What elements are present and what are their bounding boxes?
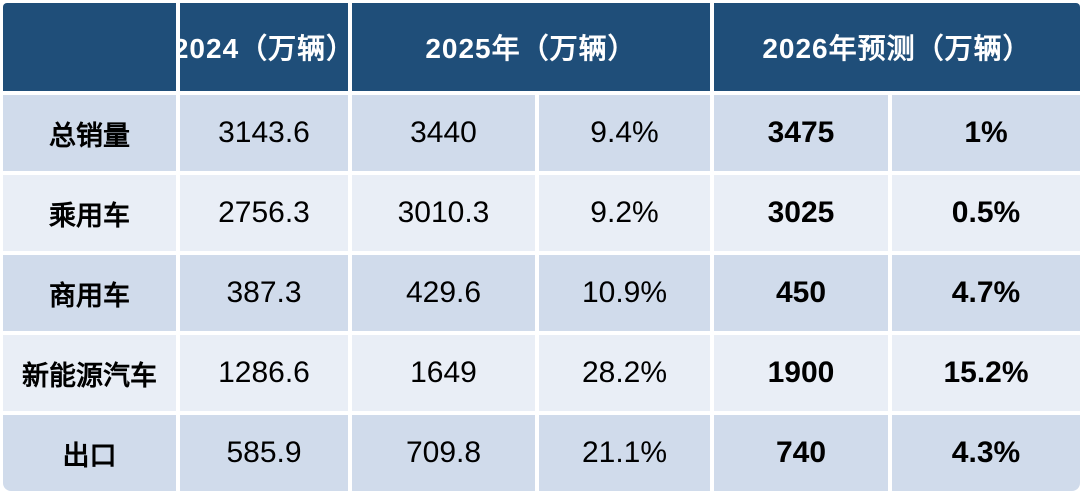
cell-nev-2025-growth: 28.2% bbox=[539, 335, 710, 411]
cell-passenger-2025-growth: 9.2% bbox=[539, 175, 710, 251]
cell-exports-2024: 585.9 bbox=[180, 415, 348, 491]
cell-commercial-2026-growth: 4.7% bbox=[892, 255, 1080, 331]
header-corner-cell bbox=[3, 3, 176, 91]
header-2026-forecast: 2026年预测（万辆） bbox=[714, 3, 1080, 91]
cell-passenger-2025-value: 3010.3 bbox=[352, 175, 535, 251]
cell-nev-2025-value: 1649 bbox=[352, 335, 535, 411]
cell-total-2024: 3143.6 bbox=[180, 95, 348, 171]
cell-nev-2026-value: 1900 bbox=[714, 335, 888, 411]
row-label-total-sales: 总销量 bbox=[3, 95, 176, 171]
cell-commercial-2024: 387.3 bbox=[180, 255, 348, 331]
header-2025: 2025年（万辆） bbox=[352, 3, 710, 91]
cell-commercial-2026-value: 450 bbox=[714, 255, 888, 331]
cell-passenger-2026-growth: 0.5% bbox=[892, 175, 1080, 251]
cell-total-2026-value: 3475 bbox=[714, 95, 888, 171]
cell-exports-2025-value: 709.8 bbox=[352, 415, 535, 491]
cell-exports-2026-value: 740 bbox=[714, 415, 888, 491]
cell-commercial-2025-value: 429.6 bbox=[352, 255, 535, 331]
row-label-nev: 新能源汽车 bbox=[3, 335, 176, 411]
cell-total-2025-growth: 9.4% bbox=[539, 95, 710, 171]
cell-exports-2025-growth: 21.1% bbox=[539, 415, 710, 491]
row-label-passenger-vehicles: 乘用车 bbox=[3, 175, 176, 251]
header-2024: 2024（万辆） bbox=[180, 3, 348, 91]
cell-commercial-2025-growth: 10.9% bbox=[539, 255, 710, 331]
cell-nev-2024: 1286.6 bbox=[180, 335, 348, 411]
cell-total-2026-growth: 1% bbox=[892, 95, 1080, 171]
data-table: 2024（万辆） 2025年（万辆） 2026年预测（万辆） 总销量 3143.… bbox=[3, 3, 1080, 491]
cell-nev-2026-growth: 15.2% bbox=[892, 335, 1080, 411]
cell-passenger-2024: 2756.3 bbox=[180, 175, 348, 251]
cell-passenger-2026-value: 3025 bbox=[714, 175, 888, 251]
cell-exports-2026-growth: 4.3% bbox=[892, 415, 1080, 491]
row-label-commercial-vehicles: 商用车 bbox=[3, 255, 176, 331]
row-label-exports: 出口 bbox=[3, 415, 176, 491]
cell-total-2025-value: 3440 bbox=[352, 95, 535, 171]
